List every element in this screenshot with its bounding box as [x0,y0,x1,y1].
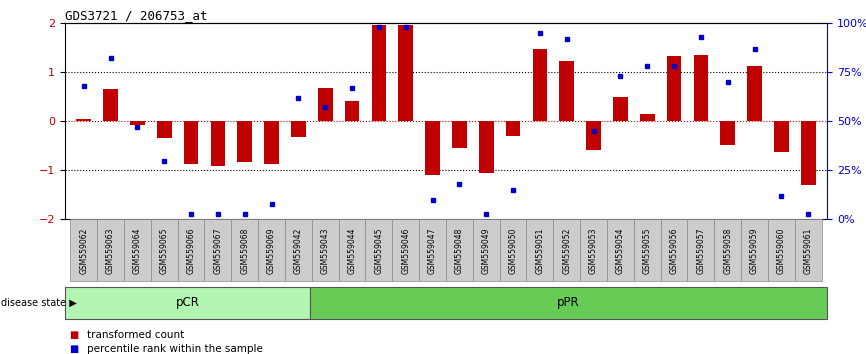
Text: GSM559053: GSM559053 [589,227,598,274]
FancyBboxPatch shape [258,219,285,281]
FancyBboxPatch shape [446,219,473,281]
Text: GSM559062: GSM559062 [79,227,88,274]
FancyBboxPatch shape [392,219,419,281]
Bar [425,121,440,175]
FancyBboxPatch shape [70,219,97,281]
FancyBboxPatch shape [97,219,124,281]
Bar [372,25,386,121]
Bar [398,25,413,121]
FancyBboxPatch shape [500,219,527,281]
Text: ■: ■ [69,344,79,354]
Text: pCR: pCR [176,296,199,309]
Text: transformed count: transformed count [87,330,184,339]
Text: GSM559056: GSM559056 [669,227,679,274]
Bar [640,114,655,121]
Bar [506,121,520,136]
FancyBboxPatch shape [151,219,178,281]
Text: GSM559055: GSM559055 [643,227,652,274]
Text: GSM559046: GSM559046 [401,227,410,274]
FancyBboxPatch shape [339,219,365,281]
Bar [479,121,494,173]
Text: GSM559068: GSM559068 [240,227,249,274]
FancyBboxPatch shape [607,219,634,281]
Text: GSM559045: GSM559045 [374,227,384,274]
Bar [452,121,467,148]
Text: GSM559059: GSM559059 [750,227,759,274]
Bar [291,121,306,137]
FancyBboxPatch shape [178,219,204,281]
Text: GSM559051: GSM559051 [535,227,545,274]
Text: GSM559061: GSM559061 [804,227,813,274]
Text: disease state ▶: disease state ▶ [1,298,76,308]
FancyBboxPatch shape [553,219,580,281]
Bar [533,48,547,121]
Text: percentile rank within the sample: percentile rank within the sample [87,344,262,354]
Text: GSM559067: GSM559067 [213,227,223,274]
Text: ■: ■ [69,330,79,339]
Bar [747,66,762,121]
Bar [76,119,91,121]
Text: GSM559069: GSM559069 [267,227,276,274]
Bar [318,88,333,121]
FancyBboxPatch shape [419,219,446,281]
Text: GSM559049: GSM559049 [481,227,491,274]
Text: GSM559042: GSM559042 [294,227,303,274]
Bar [103,89,118,121]
Bar [264,121,279,165]
Text: GSM559054: GSM559054 [616,227,625,274]
FancyBboxPatch shape [661,219,688,281]
Text: GSM559048: GSM559048 [455,227,464,274]
Bar [237,121,252,161]
Text: GSM559063: GSM559063 [106,227,115,274]
Text: GSM559064: GSM559064 [132,227,142,274]
Text: GSM559057: GSM559057 [696,227,706,274]
Bar [667,56,682,121]
Text: GSM559052: GSM559052 [562,227,572,274]
Bar [586,121,601,150]
FancyBboxPatch shape [124,219,151,281]
Bar [559,61,574,121]
Bar [345,101,359,121]
FancyBboxPatch shape [527,219,553,281]
Text: GSM559065: GSM559065 [159,227,169,274]
Bar [157,121,171,138]
Bar [210,121,225,166]
Bar [310,287,827,319]
FancyBboxPatch shape [634,219,661,281]
Bar [130,121,145,125]
FancyBboxPatch shape [741,219,768,281]
FancyBboxPatch shape [688,219,714,281]
Bar [721,121,735,145]
FancyBboxPatch shape [285,219,312,281]
FancyBboxPatch shape [204,219,231,281]
Text: GDS3721 / 206753_at: GDS3721 / 206753_at [65,9,208,22]
FancyBboxPatch shape [714,219,741,281]
FancyBboxPatch shape [231,219,258,281]
FancyBboxPatch shape [795,219,822,281]
Text: GSM559060: GSM559060 [777,227,786,274]
FancyBboxPatch shape [768,219,795,281]
FancyBboxPatch shape [312,219,339,281]
FancyBboxPatch shape [365,219,392,281]
Text: GSM559050: GSM559050 [508,227,518,274]
Bar [65,287,310,319]
Text: GSM559066: GSM559066 [186,227,196,274]
Text: GSM559058: GSM559058 [723,227,733,274]
Text: pPR: pPR [557,296,579,309]
Bar [694,55,708,121]
Bar [801,121,816,185]
FancyBboxPatch shape [580,219,607,281]
Text: GSM559044: GSM559044 [347,227,357,274]
Bar [774,121,789,152]
Text: GSM559043: GSM559043 [320,227,330,274]
FancyBboxPatch shape [473,219,500,281]
Bar [184,121,198,165]
Text: GSM559047: GSM559047 [428,227,437,274]
Bar [613,97,628,121]
